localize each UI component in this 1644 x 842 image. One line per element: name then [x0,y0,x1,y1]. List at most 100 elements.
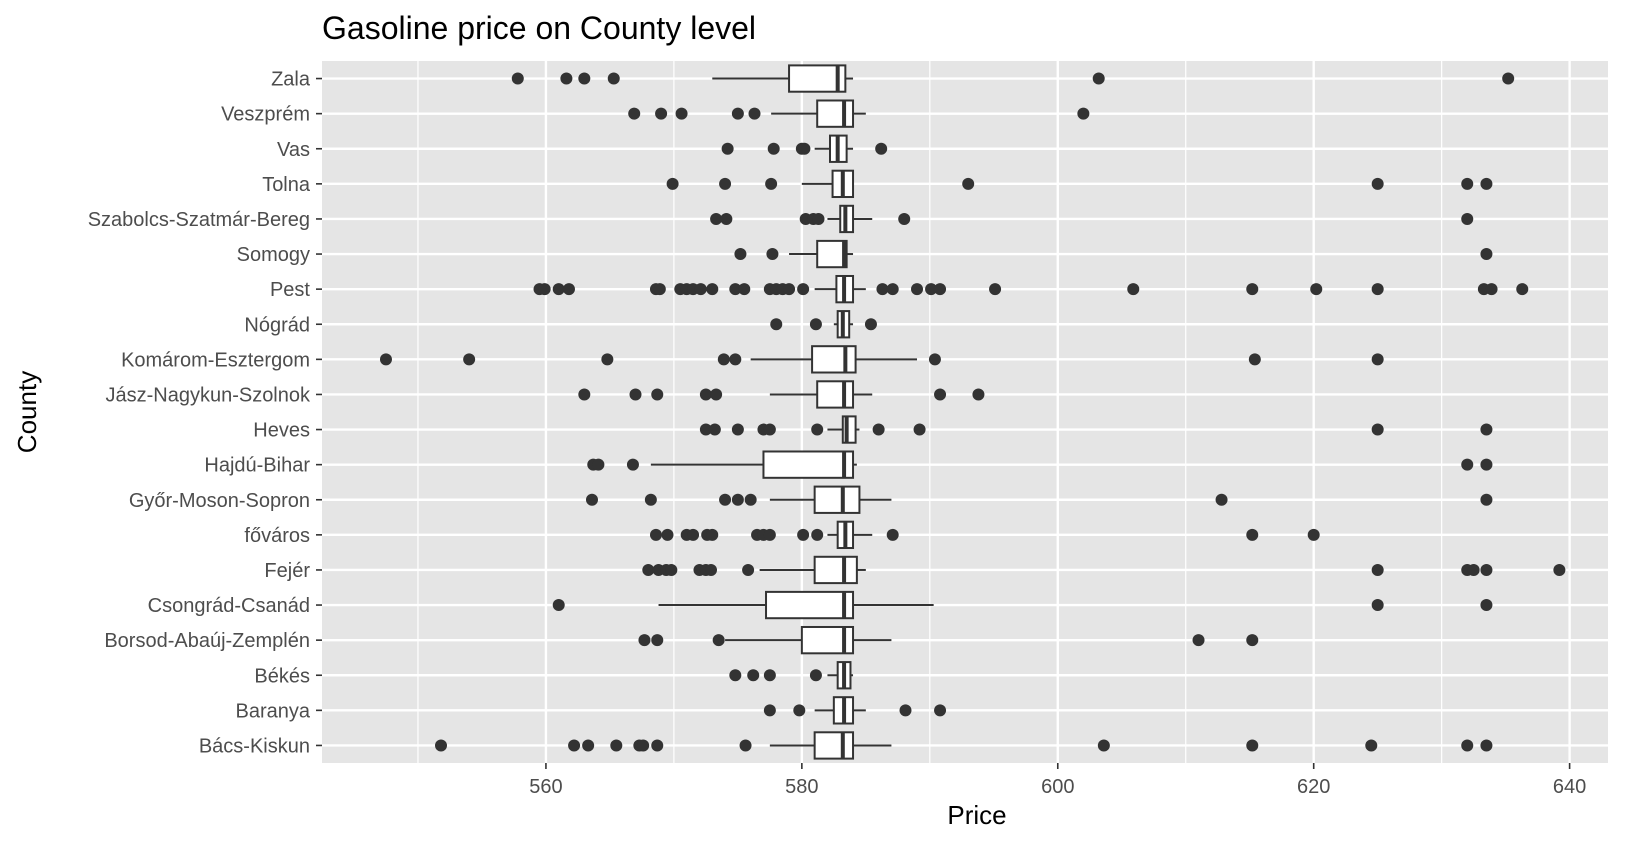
outlier-point [706,528,719,541]
outlier-point [651,388,664,401]
outlier-point [552,283,565,296]
outlier-point [1480,423,1493,436]
outlier-point [1092,72,1105,85]
outlier-point [763,669,776,682]
outlier-point [1553,563,1566,576]
outlier-point [694,283,707,296]
outlier-point [719,493,732,506]
outlier-point [763,528,776,541]
outlier-point [562,283,575,296]
box-16 [666,169,1493,199]
outlier-point [872,423,885,436]
y-tick-label: Jász-Nagykun-Szolnok [105,384,311,406]
outlier-point [628,107,641,120]
outlier-point [797,283,810,296]
y-tick-label: Vas [277,139,310,161]
outlier-point [1467,563,1480,576]
outlier-point [1248,353,1261,366]
outlier-point [766,248,779,261]
outlier-point [712,634,725,647]
outlier-point [864,318,877,331]
outlier-point [1480,493,1493,506]
outlier-point [809,318,822,331]
outlier-point [1215,493,1228,506]
outlier-point [719,177,732,190]
outlier-point [1461,177,1474,190]
outlier-point [578,388,591,401]
outlier-point [739,739,752,752]
outlier-point [767,142,780,155]
outlier-point [797,528,810,541]
outlier-point [913,423,926,436]
outlier-point [666,177,679,190]
outlier-point [770,318,783,331]
box-1 [763,696,947,725]
outlier-point [642,563,655,576]
outlier-point [1246,634,1259,647]
outlier-point [1485,283,1498,296]
box-body [813,485,861,514]
outlier-point [934,388,947,401]
grid-minor [417,61,1443,763]
box-13 [533,274,1529,304]
box-body [816,239,848,269]
box-body [816,99,855,128]
outlier-point [1246,739,1259,752]
y-tick-label: Heves [253,420,310,442]
outlier-point [721,142,734,155]
box-12 [770,310,877,339]
outlier-point [607,72,620,85]
box-body [813,555,858,585]
box-10 [578,380,985,409]
outlier-point [710,388,723,401]
outlier-point [629,388,642,401]
chart-title: Gasoline price on County level [322,10,756,46]
outlier-point [626,458,639,471]
outlier-point [989,283,1002,296]
outlier-point [651,739,664,752]
outlier-point [899,704,912,717]
outlier-point [568,739,581,752]
y-tick-label: Somogy [237,244,310,266]
box-layer [379,64,1566,760]
outlier-point [687,528,700,541]
outlier-point [928,353,941,366]
outlier-point [638,634,651,647]
outlier-point [1307,528,1320,541]
outlier-point [379,353,392,366]
outlier-point [661,528,674,541]
outlier-point [511,72,524,85]
box-18 [628,99,1090,128]
outlier-point [1371,599,1384,612]
box-4 [552,590,1493,620]
outlier-point [699,388,712,401]
x-axis-title: Price [947,800,1006,830]
box-14 [734,239,1493,269]
outlier-point [1480,599,1493,612]
outlier-point [1127,283,1140,296]
outlier-point [962,177,975,190]
outlier-point [925,283,938,296]
outlier-point [675,107,688,120]
outlier-point [972,388,985,401]
outlier-point [798,142,811,155]
outlier-point [601,353,614,366]
y-tick-label: Békés [254,665,310,687]
y-tick-label: Csongrád-Csanád [148,595,310,617]
outlier-point [744,493,757,506]
x-tick-label: 560 [529,776,562,798]
outlier-point [731,493,744,506]
outlier-point [783,283,796,296]
outlier-point [811,423,824,436]
outlier-point [704,563,717,576]
outlier-point [1310,283,1323,296]
outlier-point [731,423,744,436]
box-7 [585,485,1493,514]
outlier-point [1502,72,1515,85]
outlier-point [720,212,733,225]
outlier-point [886,528,899,541]
outlier-point [610,739,623,752]
box-15 [710,204,1474,234]
outlier-point [748,107,761,120]
outlier-point [1480,563,1493,576]
